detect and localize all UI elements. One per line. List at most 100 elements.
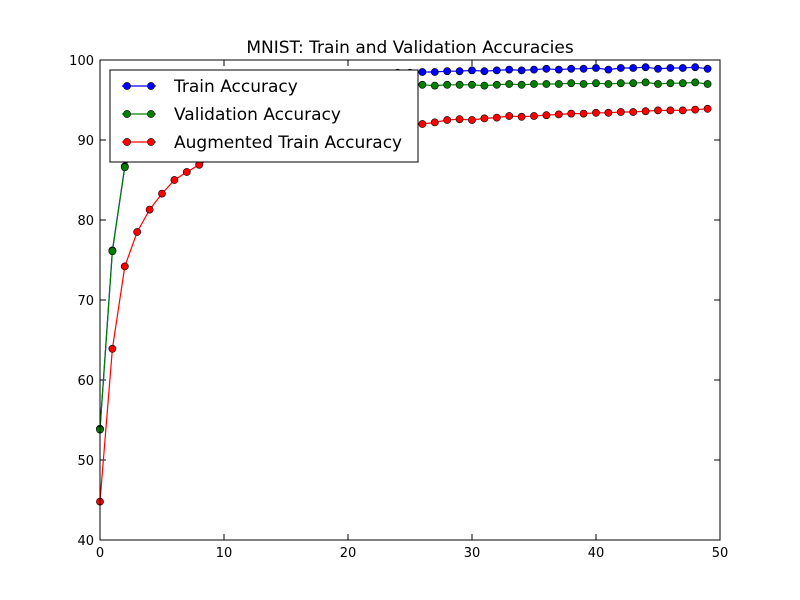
legend-marker [123, 138, 131, 146]
legend: Train Accuracy Validation Accuracy Augment… [109, 69, 419, 163]
data-point [641, 78, 650, 87]
legend-label: Train Accuracy [173, 77, 298, 97]
y-tick-label: 100 [69, 54, 94, 69]
legend-box [109, 69, 419, 163]
legend-label: Validation Accuracy [174, 105, 341, 125]
series-2 [96, 104, 712, 506]
data-point [616, 64, 625, 72]
series-line [99, 108, 708, 502]
data-point [443, 80, 452, 89]
data-point [468, 116, 476, 124]
data-point [592, 64, 600, 72]
data-point [629, 108, 638, 116]
data-point [654, 64, 662, 73]
data-point [145, 205, 154, 214]
data-point [430, 68, 439, 76]
data-point [703, 80, 712, 88]
data-point [579, 109, 588, 118]
data-point [455, 80, 464, 89]
data-point [182, 168, 191, 176]
x-tick-label: 40 [588, 546, 605, 561]
data-point [604, 65, 613, 74]
data-point [443, 67, 452, 76]
data-point [158, 189, 166, 198]
data-point [629, 64, 638, 72]
data-point [554, 65, 563, 74]
data-point [480, 67, 489, 76]
data-point [554, 110, 563, 119]
data-point [678, 79, 687, 88]
data-point [492, 66, 501, 75]
y-tick-label: 40 [77, 534, 94, 549]
data-point [641, 63, 650, 72]
data-point [455, 67, 464, 76]
y-tick-label: 50 [77, 454, 94, 469]
data-point [666, 79, 675, 88]
data-point [567, 64, 576, 73]
data-point [654, 106, 662, 115]
legend-marker [147, 82, 155, 90]
data-point [592, 79, 600, 88]
data-point [567, 79, 576, 88]
data-point [480, 81, 489, 90]
data-point [505, 80, 514, 88]
data-point [579, 80, 588, 88]
y-tick-label: 80 [77, 214, 94, 229]
legend-marker [123, 110, 131, 118]
data-point [108, 247, 117, 256]
data-point [170, 176, 179, 184]
chart-title: MNIST: Train and Validation Accuracies [246, 38, 574, 58]
data-point [418, 80, 427, 89]
data-point [592, 108, 600, 117]
data-point [505, 65, 514, 74]
data-point [678, 64, 687, 72]
data-point [468, 80, 476, 89]
x-tick-label: 30 [464, 546, 481, 561]
legend-marker [123, 82, 131, 90]
data-point [691, 63, 700, 72]
data-point [418, 68, 427, 76]
data-point [455, 115, 464, 124]
data-point [492, 80, 501, 89]
data-point [418, 120, 427, 128]
legend-label: Augmented Train Accuracy [174, 133, 402, 153]
data-point [505, 112, 514, 120]
x-tick-label: 0 [96, 546, 104, 561]
data-point [579, 64, 588, 73]
data-point [108, 344, 117, 353]
y-tick-label: 60 [77, 374, 94, 389]
data-point [616, 79, 625, 88]
data-point [530, 112, 538, 120]
data-point [530, 80, 538, 88]
plot-frame [99, 59, 721, 541]
axis-ticks: 0 10 20 30 40 50 40 50 60 70 80 90 100 [69, 54, 728, 561]
data-point [492, 113, 501, 122]
legend-marker [147, 138, 155, 146]
data-point [468, 66, 476, 75]
data-point [604, 108, 613, 117]
data-point [604, 80, 613, 88]
legend-marker [147, 110, 155, 118]
data-point [641, 107, 650, 116]
data-point [554, 80, 563, 88]
data-point [480, 114, 489, 123]
data-point [542, 64, 551, 73]
data-point [430, 118, 439, 127]
data-point [133, 228, 142, 236]
data-point [530, 65, 538, 74]
data-point [430, 81, 439, 90]
x-tick-label: 10 [216, 546, 233, 561]
data-point [691, 78, 700, 87]
data-point [666, 106, 675, 115]
data-point [517, 66, 526, 75]
x-tick-label: 20 [340, 546, 357, 561]
data-point [654, 80, 662, 88]
data-point [517, 112, 526, 121]
y-tick-label: 70 [77, 294, 94, 309]
data-point [691, 105, 700, 114]
data-point [542, 111, 551, 120]
data-point [703, 64, 712, 73]
data-point [567, 109, 576, 118]
data-point [629, 79, 638, 88]
